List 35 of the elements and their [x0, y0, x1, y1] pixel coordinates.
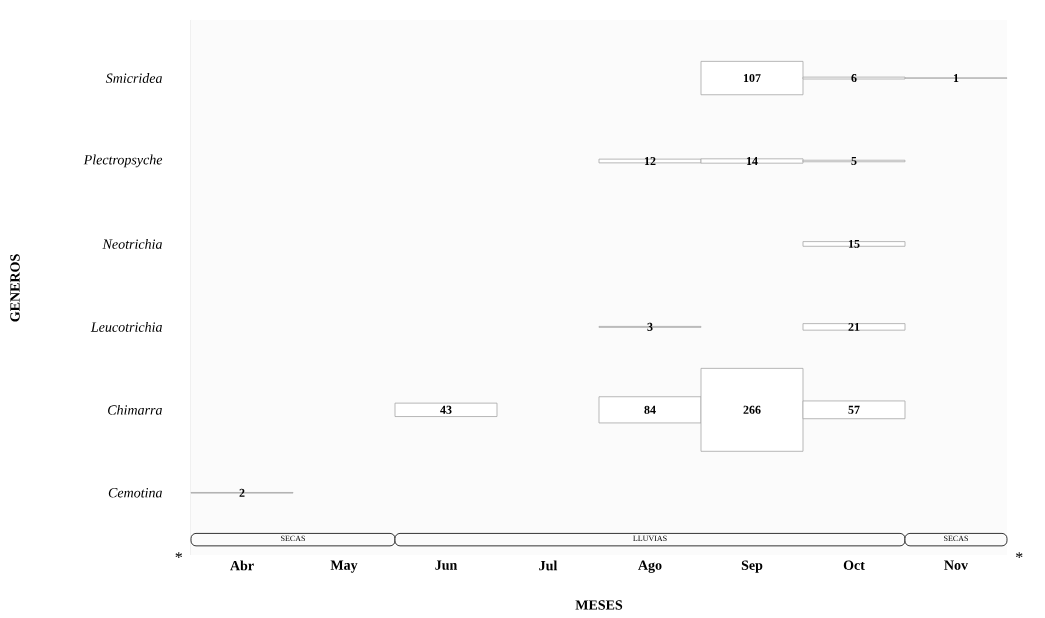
y-tick-label: Cemotina: [108, 488, 162, 498]
data-label: 21: [848, 322, 860, 331]
y-tick-label: Plectropsyche: [83, 154, 163, 168]
band-label: LLUVIAS: [633, 535, 667, 542]
data-label: 107: [743, 74, 761, 83]
y-tick-label: Chimarra: [108, 404, 162, 415]
data-label: 1: [953, 74, 959, 83]
x-tick-label: Jun: [435, 560, 458, 570]
x-tick-label: Oct: [843, 560, 865, 570]
x-tick-label: Sep: [741, 560, 763, 573]
data-label: 2: [239, 488, 245, 497]
x-axis-title: MESES: [575, 600, 623, 610]
band-label: SECAS: [281, 535, 305, 542]
text: *: [175, 552, 182, 559]
band-label: SECAS: [944, 535, 968, 542]
data-label: 15: [848, 239, 860, 248]
y-tick-label: Leucotrichia: [90, 321, 162, 332]
y-axis-title: GENEROS: [10, 254, 20, 322]
data-label: 84: [644, 405, 656, 414]
data-label: 43: [440, 405, 452, 414]
data-label: 6: [851, 74, 857, 83]
x-tick-label: Abr: [230, 560, 254, 571]
x-tick-label: Nov: [944, 560, 969, 570]
data-label: 5: [851, 157, 857, 165]
y-tick-label: Smicridea: [105, 73, 162, 83]
data-label: 3: [647, 322, 653, 331]
data-label: 14: [746, 157, 758, 165]
x-tick-label: May: [330, 560, 358, 573]
data-label: 57: [848, 405, 860, 414]
x-tick-label: Jul: [539, 560, 558, 571]
y-tick-label: Neotrichia: [102, 239, 162, 249]
text: *: [1016, 552, 1023, 559]
data-label: 266: [743, 405, 761, 414]
x-tick-label: Ago: [638, 560, 662, 573]
data-label: 12: [644, 157, 656, 165]
